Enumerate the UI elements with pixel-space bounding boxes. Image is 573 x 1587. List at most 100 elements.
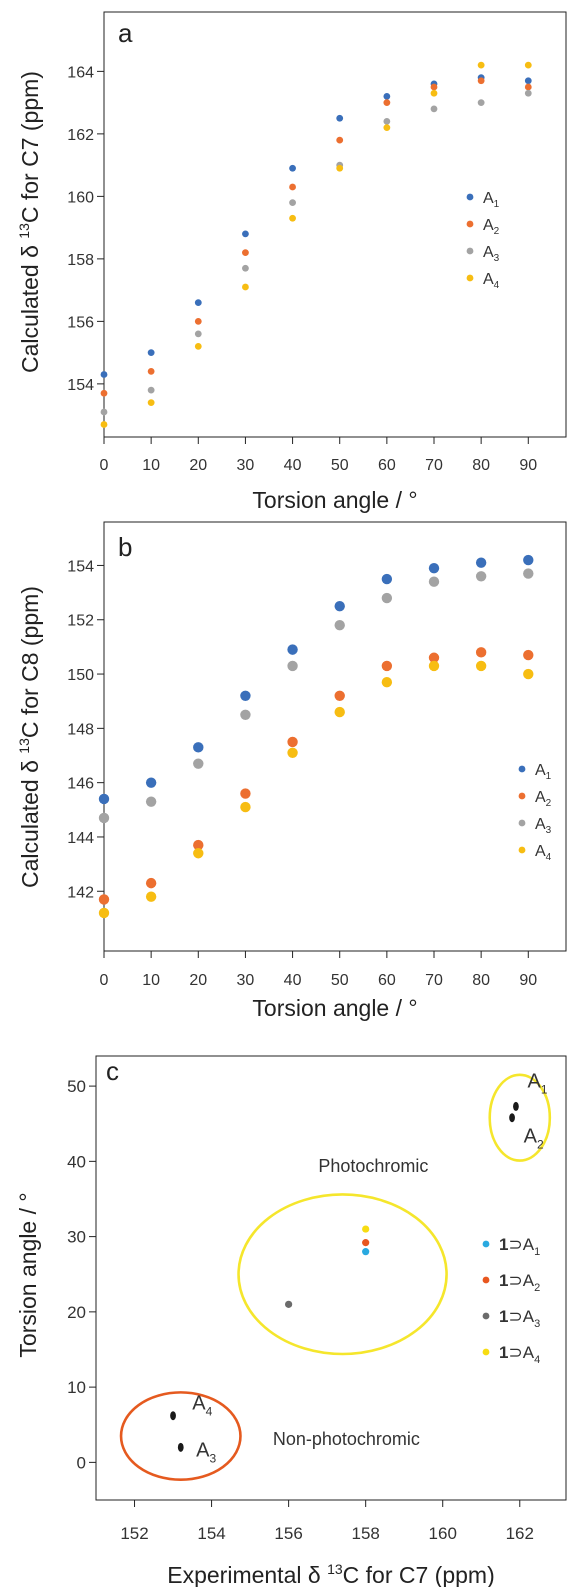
y-tick-label: 156 — [67, 314, 94, 331]
y-tick-label: 50 — [67, 1077, 86, 1096]
x-tick-label: 20 — [189, 457, 207, 474]
data-point — [98, 907, 110, 919]
y-tick-label: 150 — [67, 667, 94, 684]
x-tick-label: 90 — [519, 457, 537, 474]
data-point — [475, 571, 487, 582]
point-label: A1 — [527, 1071, 547, 1097]
x-tick-label: 60 — [378, 972, 396, 989]
legend-marker — [482, 1276, 490, 1284]
data-point — [381, 660, 393, 672]
data-point — [147, 386, 155, 394]
x-tick-label: 10 — [142, 972, 160, 989]
data-point — [194, 299, 202, 307]
chart-panel-b: 0 10 20 30 40 50 60 70 80 90 142 144 146 148 150 152 154… — [16, 521, 567, 1021]
legend-label: A1 — [483, 190, 500, 210]
x-tick-label: 152 — [120, 1524, 148, 1543]
data-point — [477, 77, 485, 85]
point-label: A3 — [196, 1439, 216, 1465]
data-point — [170, 1411, 176, 1421]
x-tick-label: 156 — [274, 1524, 302, 1543]
y-tick-label: 40 — [67, 1152, 86, 1171]
data-point — [383, 124, 391, 132]
data-point — [362, 1248, 370, 1256]
data-point — [145, 891, 157, 902]
data-point — [193, 848, 204, 859]
data-point — [100, 408, 108, 416]
data-point — [362, 1239, 370, 1247]
data-point — [177, 1442, 184, 1452]
data-point — [242, 230, 249, 238]
data-point — [334, 690, 345, 701]
y-tick-label: 0 — [77, 1453, 86, 1472]
legend-marker — [482, 1240, 490, 1248]
data-point — [477, 99, 485, 107]
data-point — [523, 554, 534, 566]
region-ellipse — [237, 1193, 448, 1356]
data-point — [287, 660, 298, 672]
x-tick-label: 50 — [331, 457, 349, 474]
data-point — [100, 389, 108, 397]
data-point — [477, 61, 485, 69]
x-axis-label: Torsion angle / ° — [252, 995, 417, 1021]
data-point — [98, 793, 110, 805]
data-point — [145, 877, 157, 889]
region-label: Non-photochromic — [273, 1429, 420, 1449]
data-point — [287, 736, 298, 748]
data-point — [336, 164, 344, 172]
x-tick-label: 0 — [100, 457, 109, 474]
x-tick-label: 162 — [506, 1524, 534, 1543]
data-point — [475, 557, 487, 568]
data-point — [289, 183, 296, 191]
data-point — [100, 421, 108, 428]
y-tick-label: 154 — [67, 558, 94, 575]
x-axis-label: Experimental δ 13C for C7 (ppm) — [167, 1561, 494, 1587]
y-axis-label: Calculated δ 13C for C7 (ppm) — [16, 71, 43, 373]
data-point — [509, 1113, 515, 1123]
panel-label: a — [118, 18, 133, 48]
legend-marker — [466, 274, 474, 282]
x-tick-label: 80 — [472, 972, 490, 989]
data-point — [336, 136, 344, 144]
y-tick-label: 158 — [67, 252, 94, 269]
data-point — [523, 568, 534, 579]
x-tick-label: 30 — [237, 972, 255, 989]
legend-label: A4 — [483, 271, 500, 291]
data-point — [524, 61, 532, 69]
legend-marker — [518, 819, 526, 827]
data-point — [240, 801, 251, 813]
region-ellipse — [119, 1391, 242, 1481]
data-point — [430, 89, 438, 97]
legend-marker — [466, 193, 474, 201]
data-point — [242, 283, 249, 291]
y-tick-label: 30 — [67, 1228, 86, 1247]
chart-panel-a: 0 10 20 30 40 50 60 70 80 90 154 156 158 160 162 164 a To… — [16, 11, 567, 513]
data-point — [193, 742, 204, 753]
data-point — [428, 562, 440, 574]
data-point — [147, 399, 155, 407]
data-point — [383, 92, 391, 100]
data-point — [194, 342, 202, 350]
x-tick-label: 154 — [197, 1524, 225, 1543]
data-point — [524, 83, 532, 91]
y-tick-label: 142 — [67, 884, 94, 901]
y-tick-label: 164 — [67, 64, 94, 81]
y-tick-label: 154 — [67, 377, 94, 394]
x-tick-label: 30 — [237, 457, 255, 474]
data-point — [145, 796, 157, 807]
y-tick-label: 162 — [67, 127, 94, 144]
y-tick-label: 148 — [67, 721, 94, 738]
data-point — [194, 330, 202, 338]
data-point — [383, 117, 391, 125]
plot-frame — [103, 521, 567, 952]
y-tick-label: 20 — [67, 1303, 86, 1322]
x-tick-label: 158 — [351, 1524, 379, 1543]
data-point — [145, 777, 157, 788]
data-point — [193, 839, 204, 851]
x-tick-label: 0 — [100, 972, 109, 989]
data-point — [428, 660, 440, 672]
y-axis-label: Calculated δ 13C for C8 (ppm) — [16, 586, 43, 888]
data-point — [334, 706, 345, 718]
y-tick-label: 10 — [67, 1378, 86, 1397]
plot-frame — [103, 11, 567, 438]
